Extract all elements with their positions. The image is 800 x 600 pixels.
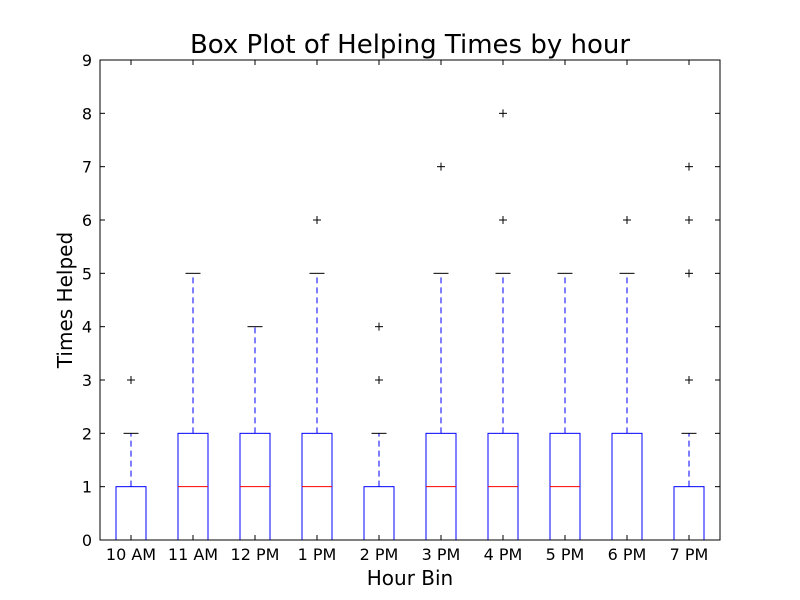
y-tick-label: 3 [82,371,92,390]
y-tick-label: 9 [82,51,92,70]
outlier-point [499,109,507,118]
outlier-point [127,376,135,384]
box-group [487,109,519,541]
outlier-point [499,216,507,224]
outlier-point [685,216,693,224]
box-group [611,216,643,541]
outlier-point [685,269,693,278]
x-tick-label: 1 PM [298,545,337,564]
box-group [177,272,209,541]
plot-area [115,109,705,541]
box-group [549,272,581,541]
y-tick-label: 7 [82,158,92,177]
box [611,432,643,541]
box-group [239,326,271,541]
y-tick-label: 6 [82,211,92,230]
x-tick-label: 2 PM [360,545,399,564]
x-tick-label: 3 PM [422,545,461,564]
box [115,486,147,541]
y-axis: 0 1 2 3 4 5 6 7 8 9 [82,51,720,550]
chart-title: Box Plot of Helping Times by hour [190,30,630,60]
box [673,486,705,541]
box-group [363,322,395,541]
box [363,486,395,541]
x-tick-label: 6 PM [608,545,647,564]
x-tick-label: 5 PM [546,545,585,564]
x-tick-label: 10 AM [106,545,156,564]
box-group [673,162,705,541]
box-group [301,216,333,541]
x-tick-label: 7 PM [670,545,709,564]
y-tick-label: 2 [82,424,92,443]
outlier-point [375,376,383,384]
box-group [425,162,457,541]
y-tick-label: 8 [82,104,92,123]
x-tick-label: 12 PM [231,545,280,564]
outlier-point [623,216,631,224]
y-tick-label: 5 [82,264,92,283]
box-group [115,376,147,541]
plot-frame [99,59,721,541]
y-tick-label: 4 [82,318,92,337]
outlier-point [437,162,445,171]
x-tick-label: 11 AM [168,545,218,564]
outlier-point [313,216,321,224]
y-axis-label: Times Helped [53,232,77,369]
x-axis-label: Hour Bin [367,566,453,590]
outlier-point [685,376,693,384]
outlier-point [375,322,383,331]
x-tick-label: 4 PM [484,545,523,564]
y-tick-label: 0 [82,531,92,550]
y-tick-label: 1 [82,478,92,497]
outlier-point [685,162,693,171]
x-axis: 10 AM 11 AM 12 PM 1 PM 2 PM 3 PM 4 PM 5 PM 6 PM 7… [106,60,708,564]
